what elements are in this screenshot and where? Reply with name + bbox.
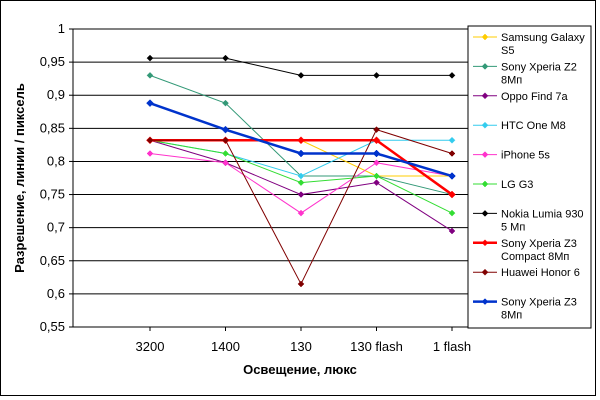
data-point bbox=[448, 190, 456, 199]
legend-item: Oppo Find 7a bbox=[473, 91, 569, 103]
y-axis-title: Разрешение, линии / пиксель bbox=[12, 83, 27, 273]
legend-label: 5 Мп bbox=[501, 221, 525, 233]
y-tick-label: 1 bbox=[58, 21, 65, 36]
legend-label: Compact 8Мп bbox=[501, 251, 569, 263]
data-point bbox=[448, 209, 456, 217]
data-point bbox=[222, 150, 229, 157]
data-point bbox=[146, 136, 154, 144]
data-point bbox=[481, 151, 489, 158]
y-tick-label: 0,55 bbox=[40, 319, 65, 334]
data-point bbox=[481, 268, 489, 276]
data-point bbox=[481, 210, 489, 217]
data-point bbox=[373, 126, 380, 134]
data-point bbox=[297, 149, 305, 158]
y-tick-label: 0,75 bbox=[40, 187, 65, 202]
data-point bbox=[222, 54, 229, 62]
legend-box bbox=[467, 25, 592, 329]
legend-label: HTC One M8 bbox=[501, 120, 566, 132]
legend-label: Sony Xperia Z2 bbox=[501, 61, 577, 73]
legend-label: 8Мп bbox=[501, 74, 522, 86]
data-point bbox=[146, 54, 154, 62]
legend-label: iPhone 5s bbox=[501, 150, 550, 162]
legend-label: Sony Xperia Z3 bbox=[501, 297, 577, 309]
legend-label: 8Мп bbox=[501, 310, 522, 322]
legend-label: Huawei Honor 6 bbox=[501, 267, 580, 279]
data-point bbox=[297, 172, 305, 180]
data-point bbox=[448, 172, 456, 180]
series-line bbox=[146, 99, 456, 180]
data-point bbox=[481, 92, 489, 100]
legend-item: LG G3 bbox=[473, 179, 533, 191]
data-point bbox=[222, 136, 229, 144]
x-tick-label: 1 flash bbox=[433, 339, 471, 354]
series-line bbox=[146, 54, 456, 79]
series-group bbox=[146, 54, 456, 288]
x-tick-label: 3200 bbox=[136, 339, 165, 354]
x-axis-title: Освещение, люкс bbox=[243, 362, 357, 377]
legend-label: Sony Xperia Z3 bbox=[501, 238, 577, 250]
data-point bbox=[373, 172, 380, 180]
series-line bbox=[146, 126, 456, 288]
data-point bbox=[297, 136, 305, 145]
y-tick-label: 0,8 bbox=[47, 153, 65, 168]
legend-label: Nokia Lumia 930 bbox=[501, 208, 584, 220]
data-point bbox=[372, 149, 381, 158]
y-tick-label: 0,7 bbox=[47, 220, 65, 235]
legend-item: Huawei Honor 6 bbox=[473, 267, 580, 279]
data-point bbox=[372, 136, 381, 145]
data-point bbox=[373, 159, 380, 167]
legend-label: LG G3 bbox=[501, 179, 533, 191]
x-tick-label: 130 flash bbox=[350, 339, 403, 354]
y-tick-label: 0,65 bbox=[40, 253, 65, 268]
data-point bbox=[481, 239, 489, 247]
data-point bbox=[481, 180, 489, 188]
legend-item: iPhone 5s bbox=[473, 150, 550, 162]
legend-label: Oppo Find 7a bbox=[501, 91, 569, 103]
y-axis-ticks: 0,55 0,6 0,65 0,7 0,75 0,8 0,85 0,9 0,95 1 bbox=[40, 21, 73, 334]
data-point bbox=[448, 227, 456, 235]
data-point bbox=[297, 72, 305, 79]
legend-label: Samsung Galaxy bbox=[501, 32, 585, 44]
y-tick-label: 0,6 bbox=[47, 286, 65, 301]
data-point bbox=[146, 72, 154, 79]
x-tick-label: 130 bbox=[290, 339, 312, 354]
data-point bbox=[448, 136, 456, 144]
data-point bbox=[146, 150, 154, 157]
data-point bbox=[221, 125, 230, 134]
data-point bbox=[481, 298, 489, 305]
data-point bbox=[481, 121, 489, 129]
data-point bbox=[297, 191, 305, 198]
data-point bbox=[297, 280, 305, 288]
data-point bbox=[222, 99, 229, 107]
legend-item: HTC One M8 bbox=[473, 120, 566, 132]
data-point bbox=[297, 179, 305, 186]
data-point bbox=[146, 99, 154, 108]
y-tick-label: 0,85 bbox=[40, 120, 65, 135]
y-tick-label: 0,9 bbox=[47, 87, 65, 102]
data-point bbox=[481, 63, 489, 70]
data-point bbox=[448, 72, 456, 79]
data-point bbox=[448, 150, 456, 157]
x-axis-ticks: 3200 1400 130 130 flash 1 flash bbox=[136, 327, 471, 354]
data-point bbox=[297, 209, 305, 217]
y-tick-label: 0,95 bbox=[40, 54, 65, 69]
data-point bbox=[373, 72, 380, 79]
data-point bbox=[373, 179, 380, 186]
legend-label: S5 bbox=[501, 45, 514, 57]
data-point bbox=[481, 33, 489, 41]
x-tick-label: 1400 bbox=[211, 339, 240, 354]
data-point bbox=[222, 159, 229, 167]
